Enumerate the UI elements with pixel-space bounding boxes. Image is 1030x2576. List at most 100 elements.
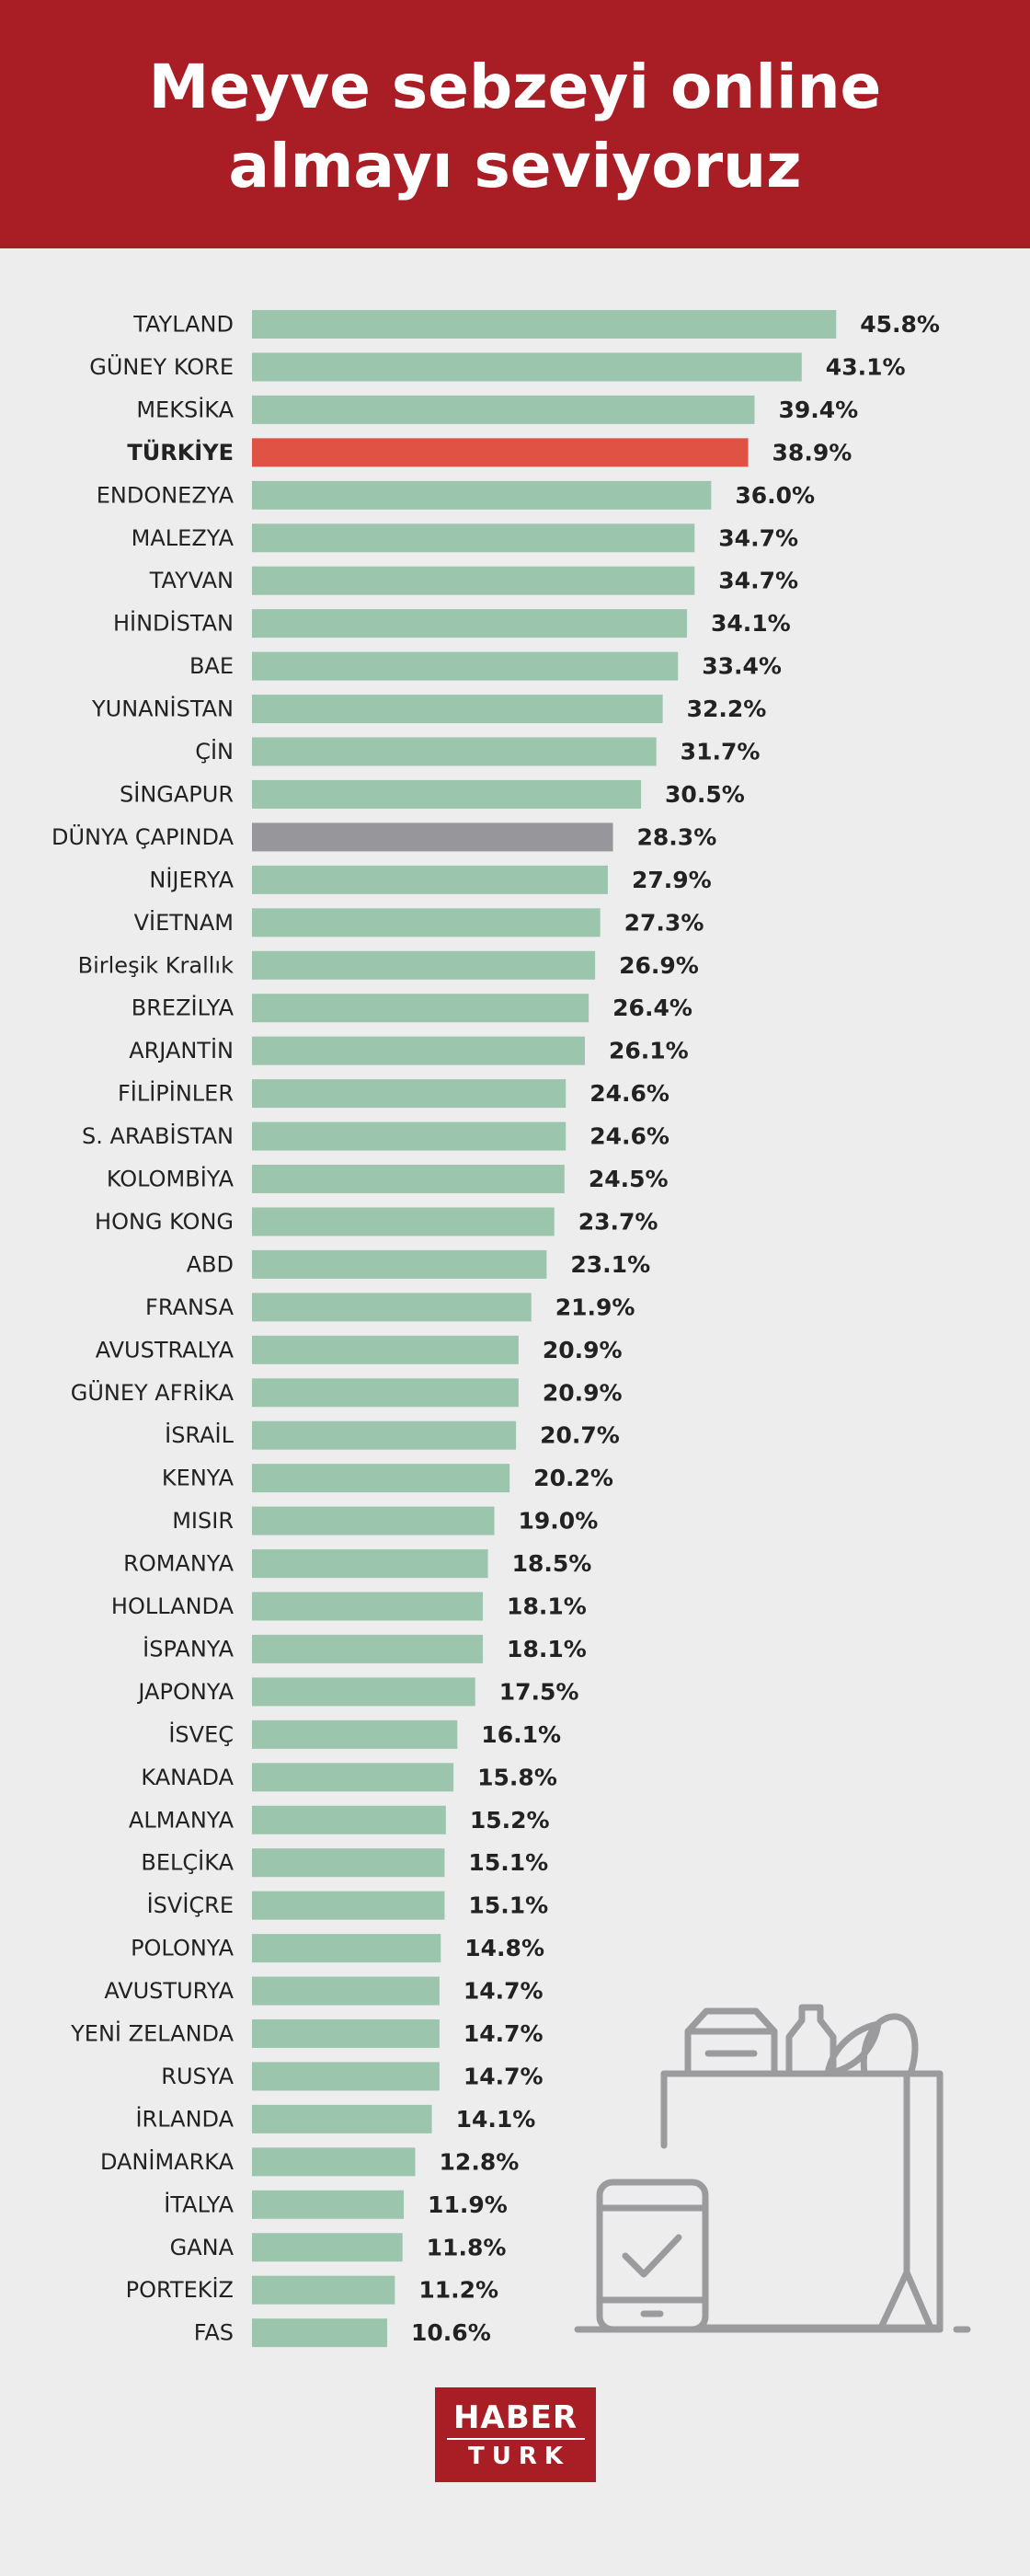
- bar: [252, 1293, 532, 1322]
- category-label: TAYVAN: [149, 568, 234, 593]
- value-label: 23.7%: [578, 1208, 658, 1235]
- bar: [252, 1976, 440, 2006]
- category-label: ÇİN: [195, 738, 234, 765]
- category-label: GÜNEY KORE: [89, 353, 234, 380]
- value-label: 18.1%: [507, 1593, 587, 1620]
- category-label: İSRAİL: [165, 1421, 235, 1448]
- category-label: RUSYA: [161, 2064, 234, 2089]
- bar: [252, 994, 589, 1023]
- header-banner: Meyve sebzeyi online almayı seviyoruz: [0, 0, 1030, 248]
- category-label: ENDONEZYA: [97, 482, 235, 508]
- bar: [252, 1036, 586, 1065]
- value-label: 14.7%: [464, 2063, 544, 2089]
- value-label: 24.6%: [589, 1123, 670, 1150]
- value-label: 34.7%: [718, 524, 798, 551]
- bar: [252, 779, 642, 809]
- bar: [252, 2318, 388, 2348]
- category-label: VİETNAM: [134, 909, 234, 936]
- value-label: 18.1%: [507, 1636, 587, 1662]
- category-label: BAE: [189, 653, 234, 679]
- value-label: 10.6%: [411, 2319, 491, 2346]
- category-label: MISIR: [172, 1508, 234, 1534]
- bar: [252, 1592, 484, 1621]
- bar: [252, 950, 596, 980]
- value-label: 14.8%: [464, 1935, 544, 1961]
- category-label: ABD: [187, 1251, 234, 1277]
- category-label: KENYA: [162, 1466, 235, 1491]
- category-label: BELÇİKA: [141, 1849, 234, 1876]
- value-label: 28.3%: [637, 823, 717, 850]
- value-label: 34.7%: [718, 568, 798, 594]
- value-label: 26.1%: [609, 1038, 689, 1064]
- bar: [252, 480, 712, 510]
- bar: [252, 352, 802, 382]
- bar: [252, 566, 695, 595]
- bar: [252, 1763, 454, 1792]
- bar: [252, 438, 749, 467]
- value-label: 30.5%: [665, 781, 745, 808]
- category-label: DANİMARKA: [100, 2148, 235, 2175]
- bar: [252, 1207, 555, 1236]
- value-label: 45.8%: [860, 311, 940, 338]
- category-label: ALMANYA: [129, 1807, 235, 1833]
- category-label: SİNGAPUR: [120, 780, 234, 807]
- category-label: ARJANTİN: [129, 1037, 234, 1064]
- value-label: 16.1%: [481, 1721, 561, 1748]
- value-label: 20.9%: [543, 1337, 623, 1363]
- value-label: 27.9%: [632, 867, 712, 893]
- value-label: 14.7%: [464, 1978, 544, 2005]
- value-label: 34.1%: [711, 610, 791, 637]
- bar: [252, 908, 601, 937]
- haberturk-logo: HABER TURK: [435, 2387, 596, 2482]
- category-label: Birleşik Krallık: [78, 952, 234, 978]
- bar: [252, 1506, 495, 1535]
- value-label: 20.2%: [533, 1465, 613, 1491]
- value-label: 24.5%: [589, 1166, 669, 1192]
- category-label: NİJERYA: [149, 866, 234, 892]
- value-label: 11.9%: [428, 2191, 508, 2218]
- bar: [252, 1420, 517, 1450]
- value-label: 24.6%: [589, 1080, 670, 1107]
- category-label: HONG KONG: [95, 1209, 234, 1235]
- category-label: KOLOMBİYA: [107, 1166, 235, 1192]
- category-label: HOLLANDA: [111, 1593, 235, 1619]
- value-label: 11.2%: [418, 2277, 498, 2304]
- category-label: İSVİÇRE: [147, 1892, 234, 1918]
- bar: [252, 1121, 566, 1151]
- bar: [252, 1335, 519, 1364]
- value-label: 18.5%: [512, 1550, 592, 1577]
- value-label: 12.8%: [440, 2148, 520, 2175]
- value-label: 26.9%: [619, 952, 699, 979]
- value-label: 21.9%: [555, 1294, 635, 1320]
- category-label: POLONYA: [131, 1936, 235, 1961]
- category-label: AVUSTURYA: [104, 1978, 234, 2004]
- category-label: MEKSİKA: [136, 396, 234, 422]
- bar: [252, 695, 663, 724]
- value-label: 27.3%: [624, 909, 704, 936]
- category-label: GANA: [170, 2235, 235, 2260]
- value-label: 20.7%: [540, 1422, 620, 1449]
- value-label: 36.0%: [735, 482, 815, 509]
- value-label: 17.5%: [499, 1678, 579, 1705]
- bar: [252, 737, 657, 766]
- bar: [252, 1549, 488, 1579]
- category-label: BREZİLYA: [132, 995, 235, 1021]
- category-label: YUNANİSTAN: [91, 696, 234, 722]
- bar: [252, 1634, 484, 1663]
- logo-divider: [446, 2437, 585, 2440]
- bar: [252, 609, 687, 638]
- bar: [252, 310, 837, 339]
- logo-line-1: HABER: [452, 2398, 578, 2436]
- shopping-bag-with-phone-checkmark-icon: [574, 2004, 971, 2333]
- value-label: 15.8%: [477, 1764, 557, 1790]
- bar: [252, 1249, 547, 1279]
- value-label: 32.2%: [687, 696, 767, 722]
- bar: [252, 1079, 566, 1109]
- category-label: FİLİPİNLER: [118, 1080, 234, 1107]
- bar: [252, 651, 679, 681]
- value-label: 38.9%: [772, 439, 853, 466]
- category-label: İTALYA: [164, 2191, 234, 2217]
- category-label: S. ARABİSTAN: [82, 1122, 234, 1149]
- category-label: GÜNEY AFRİKA: [71, 1379, 235, 1406]
